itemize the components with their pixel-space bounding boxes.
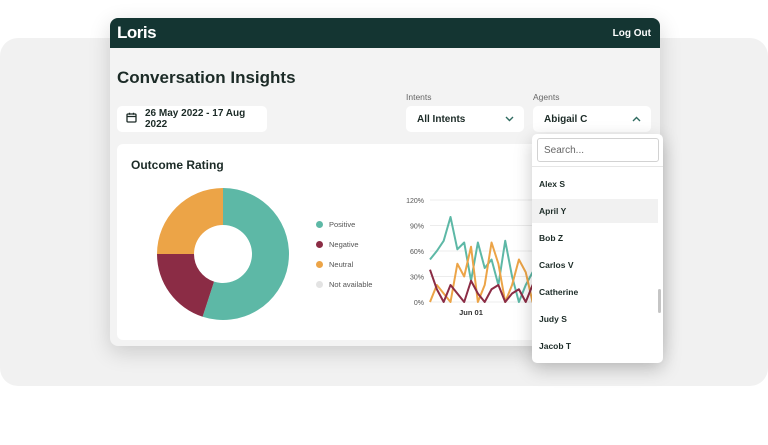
y-tick-label: 120% xyxy=(406,198,424,205)
y-tick-label: 30% xyxy=(410,275,424,282)
agents-value: Abigail C xyxy=(544,113,588,125)
agent-option-alex-s[interactable]: Alex S xyxy=(539,179,565,189)
logout-button[interactable]: Log Out xyxy=(612,27,651,39)
legend-item-positive: Positive xyxy=(316,214,372,234)
legend-label-not-available: Not available xyxy=(329,279,373,289)
agent-option-judy-s[interactable]: Judy S xyxy=(539,314,567,324)
legend-item-negative: Negative xyxy=(316,234,372,254)
agents-label: Agents xyxy=(533,92,560,102)
agents-select[interactable]: Abigail C xyxy=(533,106,651,132)
legend-label-negative: Negative xyxy=(329,239,359,249)
card-title: Outcome Rating xyxy=(131,158,224,172)
legend-label-neutral: Neutral xyxy=(329,259,354,269)
chart-legend: Positive Negative Neutral Not available xyxy=(316,214,372,294)
legend-dot-neutral xyxy=(316,260,323,268)
y-tick-label: 60% xyxy=(410,249,424,256)
y-tick-label: 90% xyxy=(410,224,424,231)
donut-chart xyxy=(157,188,289,320)
divider xyxy=(532,166,663,167)
agent-option-april-y[interactable]: April Y xyxy=(532,199,658,223)
dropdown-scrollbar[interactable] xyxy=(658,289,661,313)
donut-slice-positive xyxy=(202,188,289,320)
intents-value: All Intents xyxy=(417,113,466,125)
legend-dot-negative xyxy=(316,240,323,248)
donut-slice-neutral xyxy=(157,188,223,254)
date-range-picker[interactable]: 26 May 2022 - 17 Aug 2022 xyxy=(117,106,267,132)
agent-option-bob-z[interactable]: Bob Z xyxy=(539,233,564,243)
calendar-icon xyxy=(126,112,137,126)
donut-slice-negative xyxy=(157,254,215,317)
agent-option-carlos-v[interactable]: Carlos V xyxy=(539,260,574,270)
legend-item-neutral: Neutral xyxy=(316,254,372,274)
top-nav-bar: Loris Log Out xyxy=(110,18,660,48)
x-tick-label: Jun 01 xyxy=(459,308,483,317)
chevron-down-icon xyxy=(505,114,514,125)
intents-label: Intents xyxy=(406,92,432,102)
intents-select[interactable]: All Intents xyxy=(406,106,524,132)
agents-dropdown-menu: Alex S April Y Bob Z Carlos V Catherine … xyxy=(532,134,663,363)
agent-option-catherine[interactable]: Catherine xyxy=(539,287,579,297)
y-tick-label: 0% xyxy=(414,300,424,307)
agent-option-jacob-t[interactable]: Jacob T xyxy=(539,341,572,351)
date-range-value: 26 May 2022 - 17 Aug 2022 xyxy=(145,108,246,130)
chevron-up-icon xyxy=(632,114,641,125)
legend-dot-not-available xyxy=(316,280,323,288)
agent-search-input[interactable] xyxy=(537,138,659,162)
legend-label-positive: Positive xyxy=(329,219,356,229)
app-logo[interactable]: Loris xyxy=(117,23,157,42)
legend-item-not-available: Not available xyxy=(316,274,372,294)
legend-dot-positive xyxy=(316,220,323,228)
page-title: Conversation Insights xyxy=(117,68,296,87)
